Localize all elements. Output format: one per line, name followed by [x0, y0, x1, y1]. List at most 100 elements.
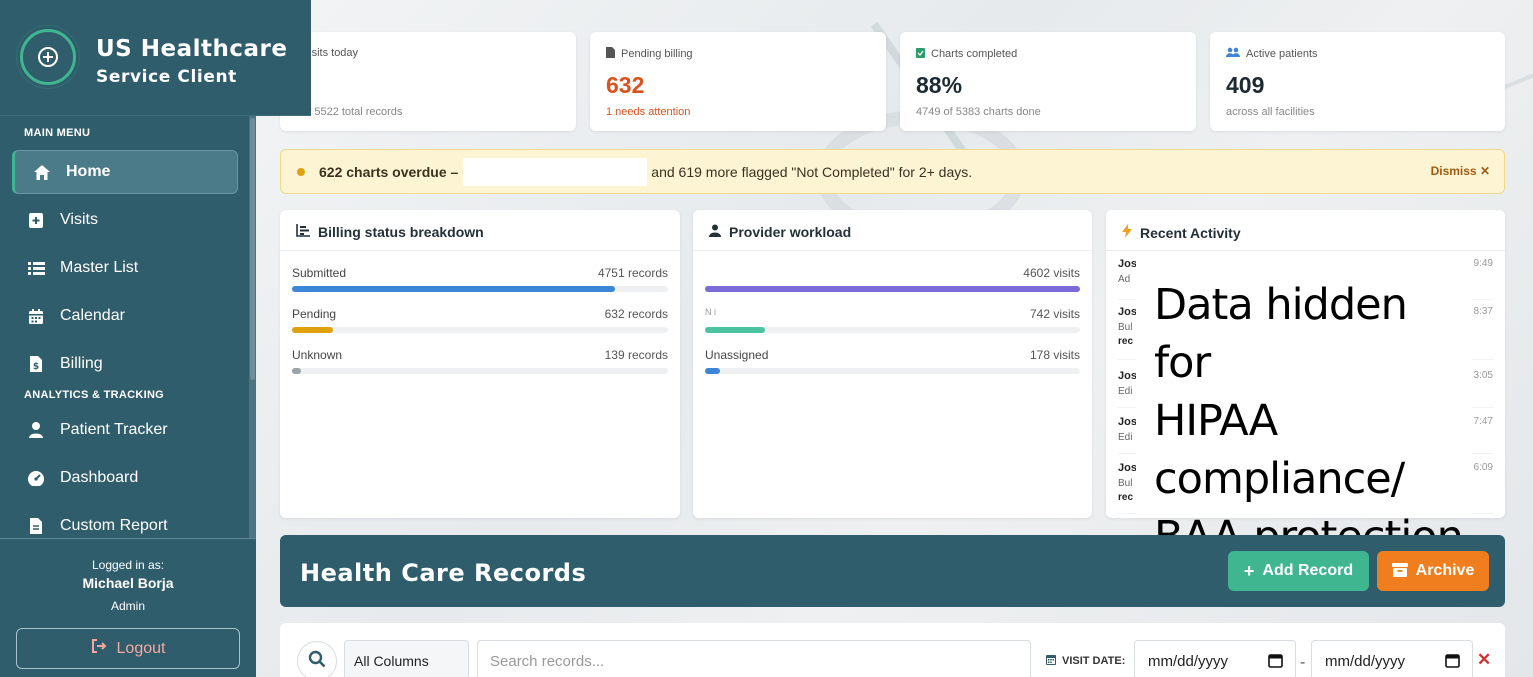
user-doctor-icon	[709, 224, 721, 240]
search-button[interactable]	[297, 641, 337, 677]
panel-title: Billing status breakdown	[318, 224, 484, 240]
activity-time: 9:49	[1473, 258, 1493, 269]
medical-cross-logo-icon	[20, 29, 76, 85]
provider-row-value: 178 visits	[1029, 348, 1080, 362]
brand-subtitle: Service Client	[96, 67, 237, 87]
calendar-icon[interactable]	[1268, 653, 1283, 672]
billing-icon: $	[26, 354, 46, 374]
add-record-button[interactable]: + Add Record	[1228, 551, 1369, 591]
provider-bar-1	[705, 286, 1080, 292]
activity-desc: rec	[1118, 336, 1134, 347]
visit-date-to-input[interactable]: mm/dd/yyyy	[1311, 640, 1473, 677]
scrollbar-thumb[interactable]	[250, 118, 255, 380]
panel-title: Provider workload	[729, 224, 852, 240]
billing-icon	[606, 47, 615, 61]
activity-desc: Bul	[1118, 478, 1133, 489]
provider-row-label: N i	[705, 307, 716, 317]
patient-tracker-icon	[26, 420, 46, 440]
progress-track	[705, 327, 1080, 333]
progress-track	[292, 286, 668, 292]
provider-row-value: 742 visits	[1029, 307, 1080, 321]
sidebar-item-dashboard[interactable]: Dashboard	[12, 456, 238, 500]
activity-desc: rec	[1118, 492, 1134, 503]
archive-button[interactable]: Archive	[1377, 551, 1489, 591]
activity-user: Jos	[1118, 306, 1137, 318]
search-filter-bar: All Columns Search records... VISIT DATE…	[280, 623, 1505, 677]
stat-sub: across all facilities	[1226, 106, 1315, 118]
activity-user: Jos	[1118, 416, 1137, 428]
sidebar-item-label: Home	[66, 163, 111, 180]
stat-label: Visits today	[302, 47, 359, 59]
billing-row-label: Unknown	[292, 348, 343, 362]
brand-header[interactable]: US Healthcare Service Client	[0, 0, 311, 116]
activity-user: Jos	[1118, 258, 1137, 270]
stat-sub: t of 5522 total records	[296, 106, 403, 118]
activity-desc: Edi	[1118, 386, 1133, 397]
sidebar-item-billing[interactable]: $ Billing	[12, 342, 238, 386]
logged-in-label: Logged in as:	[91, 558, 165, 572]
stat-label: Charts completed	[931, 48, 1018, 60]
add-record-label: Add Record	[1262, 562, 1354, 579]
visits-icon	[26, 210, 46, 230]
search-icon	[308, 650, 326, 673]
sidebar-item-calendar[interactable]: Calendar	[12, 294, 238, 338]
sidebar-footer: Logged in as: Michael Borja Admin Logout	[0, 538, 256, 677]
provider-row-value: 4602 visits	[1023, 266, 1080, 280]
clear-date-icon[interactable]: ✕	[1477, 650, 1492, 669]
sidebar-item-label: Calendar	[60, 307, 125, 324]
records-title: Health Care Records	[300, 559, 587, 587]
visit-date-from-input[interactable]: mm/dd/yyyy	[1134, 640, 1296, 677]
activity-user: Jos	[1118, 370, 1137, 382]
overdue-alert: 622 charts overdue – and 619 more flagge…	[280, 149, 1505, 194]
sidebar-item-home[interactable]: Home	[12, 150, 238, 194]
stat-label: Active patients	[1246, 47, 1318, 60]
activity-desc: Edi	[1118, 432, 1133, 443]
activity-desc: Ad	[1118, 274, 1131, 285]
activity-time: 7:47	[1473, 416, 1493, 427]
svg-text:$: $	[33, 362, 39, 372]
sidebar-item-master-list[interactable]: Master List	[12, 246, 238, 290]
billing-row-value: 632 records	[604, 307, 668, 321]
sidebar-item-label: Billing	[60, 355, 103, 372]
sidebar-item-label: Visits	[60, 211, 98, 228]
billing-row-label: Pending	[292, 307, 337, 321]
sidebar-scrollbar[interactable]	[249, 116, 256, 538]
provider-bar-2	[705, 327, 765, 333]
section-analytics: ANALYTICS & TRACKING	[24, 389, 165, 401]
billing-status-panel: Billing status breakdown Submitted 4751 …	[280, 210, 680, 518]
progress-track	[705, 286, 1080, 292]
visit-date-label: VISIT DATE:	[1062, 655, 1126, 667]
sidebar-item-patient-tracker[interactable]: Patient Tracker	[12, 408, 238, 452]
progress-track	[292, 368, 668, 374]
calendar-icon	[26, 306, 46, 326]
date-value: mm/dd/yyyy	[1148, 653, 1229, 670]
billing-bar-submitted	[292, 286, 616, 292]
dismiss-button[interactable]: Dismiss ✕	[1431, 164, 1490, 178]
close-icon: ✕	[1479, 164, 1490, 178]
brand-title: US Healthcare	[96, 36, 288, 62]
bar-chart-icon	[296, 224, 310, 240]
user-role: Admin	[110, 599, 145, 613]
activity-time: 8:37	[1473, 306, 1493, 317]
archive-label: Archive	[1415, 562, 1475, 579]
search-input[interactable]: Search records...	[477, 640, 1031, 677]
dismiss-label: Dismiss	[1430, 164, 1477, 178]
clipboard-check-icon	[916, 47, 925, 61]
logout-button[interactable]: Logout	[16, 628, 240, 669]
stat-card-active-patients: Active patients 409 across all facilitie…	[1210, 32, 1505, 131]
sidebar-item-label: Patient Tracker	[60, 421, 168, 438]
logout-icon	[91, 639, 107, 658]
users-icon	[1226, 47, 1240, 60]
alert-strong-text: 622 charts overdue –	[319, 163, 459, 180]
sidebar-item-custom-report[interactable]: Custom Report	[12, 504, 238, 548]
calendar-icon[interactable]	[1445, 653, 1460, 672]
sidebar-item-visits[interactable]: Visits	[12, 198, 238, 242]
stat-sub: 4749 of 5383 charts done	[916, 106, 1041, 118]
stat-card-visits-today: Visits today t of 5522 total records	[280, 32, 576, 131]
hipaa-redaction-overlay: Data hidden for HIPAA compliance/ BAA pr…	[1136, 252, 1472, 562]
date-range-separator: -	[1300, 654, 1306, 671]
billing-row-value: 4751 records	[597, 266, 668, 280]
stat-value: 409	[1226, 72, 1265, 98]
date-value: mm/dd/yyyy	[1325, 653, 1406, 670]
column-select[interactable]: All Columns	[344, 640, 469, 677]
